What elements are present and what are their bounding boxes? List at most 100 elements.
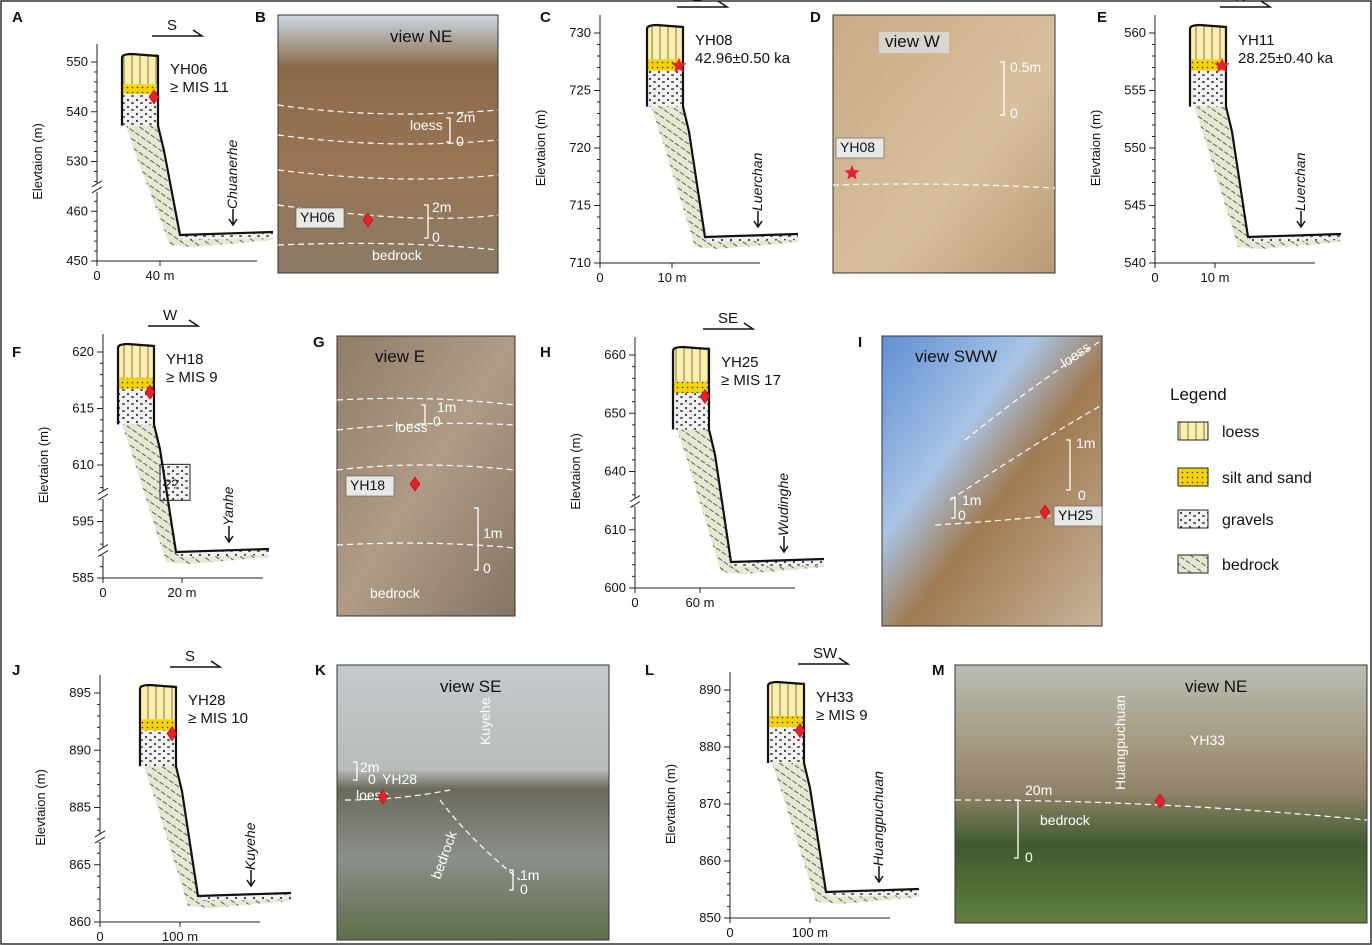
- panel-letter: H: [540, 344, 551, 361]
- panel-letter: E: [1097, 9, 1107, 26]
- x-tick-label: 100 m: [792, 925, 828, 940]
- y-axis-label: Elevtaion (m): [568, 433, 583, 510]
- bedrock: [677, 430, 824, 574]
- river-label: Yanhe: [220, 486, 236, 526]
- sample-label: YH25: [721, 354, 759, 371]
- panel-letter: L: [645, 662, 654, 679]
- photo-label: Huangpuchuan: [1112, 695, 1128, 790]
- x-tick-label: 60 m: [686, 595, 715, 610]
- x-tick-label: 0: [726, 925, 733, 940]
- y-tick-label: 560: [1124, 25, 1146, 40]
- river-label: Luerchan: [1292, 152, 1308, 211]
- sample-label: YH33: [816, 689, 854, 706]
- y-tick-label: 870: [699, 796, 721, 811]
- y-axis-label: Elevtaion (m): [36, 427, 51, 504]
- age-label: ≥ MIS 17: [721, 372, 781, 389]
- legend: Legend loesssilt and sandgravelsbedrock: [1170, 385, 1312, 574]
- direction-label: SW: [813, 645, 838, 662]
- y-tick-label: 895: [69, 685, 91, 700]
- panel-letter: M: [932, 662, 945, 679]
- view-label: view NE: [1185, 677, 1247, 696]
- y-tick-label: 530: [66, 154, 88, 169]
- photo-label: YH08: [840, 139, 875, 155]
- y-axis-label: Elevtation (m): [663, 764, 678, 844]
- direction-label: SE: [718, 310, 738, 327]
- panel-letter: K: [315, 662, 326, 679]
- y-tick-label: 710: [569, 255, 591, 270]
- y-tick-label: 595: [72, 514, 94, 529]
- panel-letter: F: [12, 344, 21, 361]
- x-tick-label: 0: [99, 585, 106, 600]
- y-tick-label: 550: [1124, 140, 1146, 155]
- legend-label: bedrock: [1222, 557, 1280, 574]
- photo-label: 0.5m: [1010, 59, 1041, 75]
- photo-label: 0: [1010, 105, 1018, 121]
- loess-layer: [673, 347, 709, 382]
- view-label: view E: [375, 347, 425, 366]
- bedrock: [1194, 107, 1341, 249]
- y-tick-label: 555: [1124, 83, 1146, 98]
- bedrock: [772, 763, 919, 904]
- gravel-layer: [647, 71, 683, 107]
- y-tick-label: 850: [699, 910, 721, 925]
- view-label: view NE: [390, 27, 452, 46]
- x-tick-label: 10 m: [658, 270, 687, 285]
- sample-label: YH28: [188, 692, 226, 709]
- direction-label: E: [692, 0, 702, 5]
- photo-label: loess: [395, 419, 428, 435]
- x-tick-label: 0: [596, 270, 603, 285]
- river-label: Luerchan: [749, 152, 765, 211]
- river-arrow: [754, 211, 762, 227]
- y-tick-label: 610: [72, 457, 94, 472]
- legend-swatch: [1178, 510, 1208, 528]
- age-label: ≥ MIS 10: [188, 710, 248, 727]
- gravel-layer: [1190, 71, 1226, 107]
- photo-label: 0: [483, 560, 491, 576]
- age-label: ≥ MIS 9: [816, 707, 868, 724]
- photo-label: 0: [456, 133, 464, 149]
- direction-label: W: [163, 307, 178, 324]
- y-tick-label: 540: [66, 104, 88, 119]
- loess-layer: [122, 54, 158, 84]
- y-tick-label: 450: [66, 253, 88, 268]
- panel-letter: J: [12, 662, 20, 679]
- photo-label: 0: [368, 771, 376, 787]
- y-tick-label: 860: [69, 914, 91, 929]
- y-tick-label: 660: [604, 347, 626, 362]
- y-tick-label: 725: [569, 83, 591, 98]
- direction-label: N: [1235, 0, 1246, 5]
- panel-letter: C: [540, 9, 551, 26]
- photo-label: 1m: [962, 492, 981, 508]
- photo-label: YH18: [350, 477, 385, 493]
- x-tick-label: 100 m: [162, 929, 198, 944]
- age-label: 42.96±0.50 ka: [695, 50, 791, 67]
- y-tick-label: 640: [604, 464, 626, 479]
- y-tick-label: 715: [569, 198, 591, 213]
- legend-swatch: [1178, 468, 1208, 486]
- view-label: view W: [885, 32, 940, 51]
- x-tick-label: 0: [1151, 270, 1158, 285]
- photo-label: YH33: [1190, 732, 1225, 748]
- river-arrow: [247, 870, 255, 886]
- photo-label: bedrock: [1040, 812, 1091, 828]
- legend-title: Legend: [1170, 385, 1227, 404]
- loess-layer: [140, 685, 176, 719]
- photo-label: YH28: [382, 771, 417, 787]
- x-tick-label: 20 m: [168, 585, 197, 600]
- photo-label: 0: [1025, 849, 1033, 865]
- y-tick-label: 890: [69, 742, 91, 757]
- age-label: ≥ MIS 11: [170, 79, 229, 96]
- y-axis-label: Elevtaion (m): [1088, 110, 1103, 187]
- bedrock: [144, 766, 291, 908]
- y-tick-label: 865: [69, 857, 91, 872]
- loess-layer: [1190, 25, 1226, 59]
- photo-label: 0: [958, 507, 966, 523]
- legend-label: silt and sand: [1222, 470, 1312, 487]
- photo-label: 1m: [1076, 435, 1095, 451]
- y-tick-label: 720: [569, 140, 591, 155]
- photo-label: 20m: [1025, 782, 1052, 798]
- legend-swatch: [1178, 422, 1208, 440]
- photo-label: YH25: [1058, 507, 1093, 523]
- loess-layer: [647, 25, 683, 59]
- photo-label: loess: [410, 117, 443, 133]
